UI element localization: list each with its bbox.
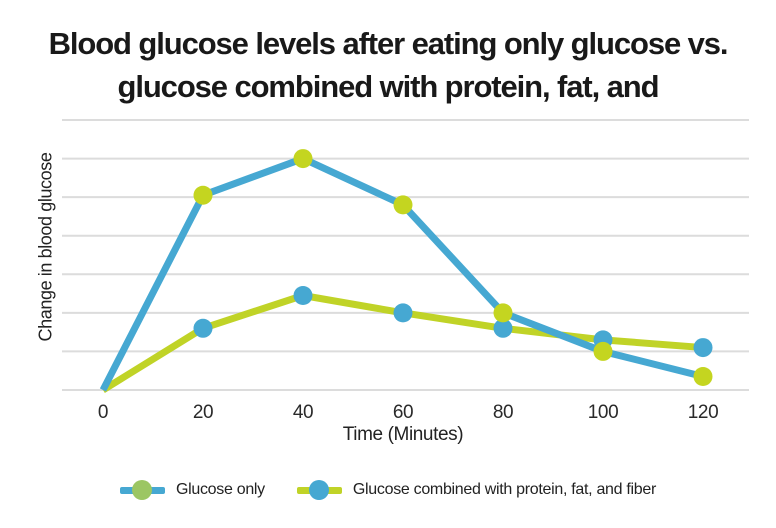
x-tick-label: 60 (392, 402, 414, 423)
data-point-marker (693, 338, 713, 358)
x-axis-ticks: 0 20 40 60 80 100 120 (0, 402, 776, 424)
x-tick-label: 100 (587, 402, 619, 423)
legend-line-marker-icon (119, 480, 165, 501)
chart-title-line2: glucose combined with protein, fat, and (117, 69, 660, 104)
legend-item: Glucose only (119, 480, 265, 501)
data-point-marker (393, 195, 413, 215)
chart-title-line1: Blood glucose levels after eating only g… (48, 26, 729, 61)
x-tick-label: 0 (97, 402, 109, 423)
chart-title: Blood glucose levels after eating only g… (0, 22, 776, 108)
legend-line-marker-icon (296, 480, 342, 501)
data-point-marker (593, 341, 613, 361)
legend-label: Glucose only (175, 481, 265, 498)
chart-legend: Glucose only Glucose combined with protei… (0, 478, 776, 502)
x-tick-label: 40 (292, 402, 314, 423)
legend-label: Glucose combined with protein, fat, and … (352, 481, 657, 498)
data-point-marker (493, 303, 513, 323)
data-point-marker (293, 286, 313, 306)
data-point-marker (193, 318, 213, 338)
data-point-marker (493, 318, 513, 338)
data-point-marker (293, 149, 313, 169)
x-axis-label: Time (Minutes) (342, 424, 464, 445)
data-point-marker (393, 303, 413, 323)
legend-item: Glucose combined with protein, fat, and … (296, 480, 657, 501)
x-tick-label: 80 (492, 402, 514, 423)
x-tick-label: 20 (192, 402, 214, 423)
data-point-marker (193, 185, 213, 205)
data-point-marker (693, 367, 713, 387)
x-tick-label: 120 (687, 402, 719, 423)
